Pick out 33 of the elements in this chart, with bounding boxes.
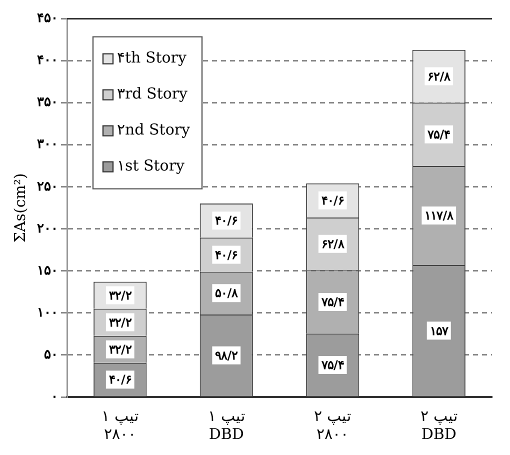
data-label: ۶۲/۸ [428,69,452,84]
x-tick-label: تیپ ۲ ۲۸۰۰ [314,406,352,443]
y-tick-label: ۲۰۰ [37,221,58,236]
data-label: ۱۵۷ [430,324,449,338]
data-label: ۴۰/۶ [321,194,344,208]
x-tick-label: تیپ ۱ ۲۸۰۰ [102,406,139,443]
data-label: ۱۱۷/۸ [424,208,454,223]
y-tick-label: ۳۰۰ [37,137,58,152]
y-tick-label: ۴۰۰ [37,53,58,68]
legend-label: ۱st Story [117,156,185,175]
data-label: ۴۰/۶ [215,214,238,228]
y-axis-title: ΣAs(cm²) [10,173,29,243]
data-label: ۳۲/۲ [108,315,132,330]
y-tick-label: ۵۰ [44,347,58,362]
y-tick-label: ۱۵۰ [37,263,58,278]
legend-label: ۳rd Story [117,84,188,103]
data-label: ۷۵/۴ [320,358,344,372]
y-tick-label: ۰ [51,389,58,404]
data-label: ۳۲/۲ [108,288,132,302]
data-label: ۷۵/۴ [426,127,450,142]
data-label: ۶۲/۸ [321,236,345,251]
y-tick-label: ۳۵۰ [37,95,58,110]
legend-label: ۴th Story [117,48,187,67]
y-tick-label: ۲۵۰ [37,179,58,194]
legend-label: ۲nd Story [117,120,191,139]
data-label: ۷۵/۴ [320,295,344,310]
data-label: ۴۰/۶ [215,248,238,262]
y-tick-label: ۴۵۰ [37,11,58,26]
data-label: ۳۲/۲ [108,342,132,356]
y-tick-label: ۱۰۰ [37,305,58,320]
data-label: ۵۰/۸ [215,286,239,300]
data-label: ۹۸/۲ [215,348,239,362]
data-label: ۴۰/۶ [108,372,132,387]
